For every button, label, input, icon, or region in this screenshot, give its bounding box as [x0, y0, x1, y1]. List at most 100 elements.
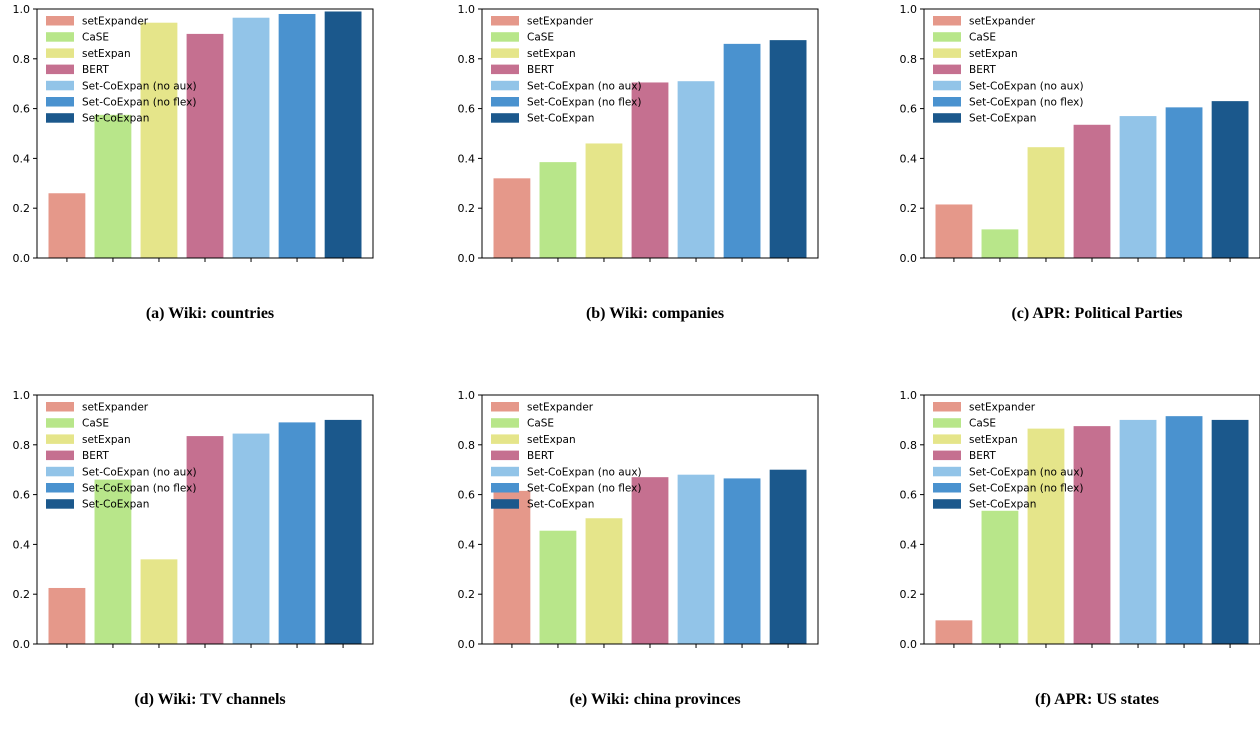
bar-chart: 0.0 0.2 0.4 0.6 0.8 1.0 setExpander CaSE setExpa…: [13, 389, 374, 651]
bar: [278, 422, 316, 644]
legend-swatch: [933, 483, 961, 493]
legend-swatch: [933, 434, 961, 444]
y-tick-label: 0.2: [458, 202, 476, 215]
y-tick-label: 1.0: [900, 3, 918, 16]
y-tick-label: 0.2: [900, 588, 918, 601]
bar: [48, 587, 86, 644]
legend-swatch: [46, 418, 74, 428]
legend-swatch: [933, 113, 961, 123]
legend-swatch: [46, 402, 74, 412]
legend-label: CaSE: [969, 418, 996, 430]
legend-swatch: [491, 32, 519, 42]
subfigure-caption: (c) APR: Political Parties: [1011, 305, 1183, 322]
bar: [1119, 419, 1157, 644]
y-tick-label: 0.2: [13, 202, 31, 215]
legend-swatch: [933, 48, 961, 58]
chart-panel: 0.0 0.2 0.4 0.6 0.8 1.0 setExpander CaSE setExpa…: [887, 386, 1260, 746]
legend-label: Set-CoExpan: [527, 113, 594, 125]
legend-label: Set-CoExpan: [969, 499, 1036, 511]
legend-label: CaSE: [969, 32, 996, 44]
legend-swatch: [46, 466, 74, 477]
y-tick-label: 0.2: [458, 588, 476, 601]
legend-label: CaSE: [527, 32, 554, 44]
y-tick-label: 0.6: [13, 103, 31, 116]
bar: [324, 11, 362, 258]
y-tick-label: 1.0: [458, 389, 476, 402]
y-tick-label: 0.0: [13, 638, 31, 651]
y-tick-label: 0.6: [458, 489, 476, 502]
chart-panel: 0.0 0.2 0.4 0.6 0.8 1.0 setExpander CaSE setExpa…: [0, 0, 420, 360]
bar: [232, 17, 270, 258]
legend-swatch: [491, 80, 519, 91]
legend-swatch: [491, 16, 519, 26]
bar: [585, 518, 623, 644]
y-tick-label: 0.8: [458, 439, 476, 452]
y-tick-label: 1.0: [900, 389, 918, 402]
bar: [186, 33, 224, 259]
bar: [232, 433, 270, 644]
bar: [1073, 124, 1111, 258]
legend-label: CaSE: [82, 418, 109, 430]
axes-frame: [481, 394, 819, 645]
bar: [935, 620, 973, 644]
bar: [769, 40, 807, 259]
legend-label: BERT: [82, 450, 109, 462]
y-tick-label: 0.4: [458, 152, 476, 165]
legend-label: CaSE: [82, 32, 109, 44]
bar: [48, 193, 86, 258]
bar-chart: 0.0 0.2 0.4 0.6 0.8 1.0 setExpander CaSE setExpa…: [458, 3, 819, 265]
bar: [935, 204, 973, 258]
bar-chart: 0.0 0.2 0.4 0.6 0.8 1.0 setExpander CaSE setExpa…: [900, 389, 1260, 651]
y-tick-label: 1.0: [13, 3, 31, 16]
bar: [723, 478, 761, 644]
legend-label: CaSE: [527, 418, 554, 430]
legend-swatch: [933, 499, 961, 509]
bar-chart: 0.0 0.2 0.4 0.6 0.8 1.0 setExpander CaSE setExpa…: [458, 389, 819, 651]
y-tick-label: 1.0: [13, 389, 31, 402]
bar: [1027, 147, 1065, 258]
bar: [140, 559, 178, 644]
y-tick-label: 0.6: [900, 103, 918, 116]
chart-panel: 0.0 0.2 0.4 0.6 0.8 1.0 setExpander CaSE setExpa…: [0, 386, 420, 746]
y-tick-label: 0.2: [13, 588, 31, 601]
bar: [981, 510, 1019, 644]
subfigure-caption: (b) Wiki: companies: [585, 305, 725, 322]
bar: [1165, 107, 1203, 258]
legend-swatch: [933, 16, 961, 26]
legend-swatch: [491, 113, 519, 123]
bar: [1211, 419, 1249, 644]
bar: [1119, 116, 1157, 258]
legend-label: setExpan: [82, 434, 131, 446]
legend-label: Set-CoExpan (no aux): [527, 80, 642, 92]
legend-swatch: [46, 64, 74, 75]
legend-label: Set-CoExpan (no aux): [969, 80, 1084, 92]
legend-swatch: [491, 97, 519, 107]
bar: [94, 114, 132, 258]
legend-label: Set-CoExpan: [969, 113, 1036, 125]
legend-label: Set-CoExpan (no flex): [527, 483, 641, 495]
legend-label: Set-CoExpan (no aux): [82, 466, 197, 478]
y-tick-label: 0.6: [458, 103, 476, 116]
legend-label: setExpander: [82, 16, 149, 28]
bar: [493, 178, 531, 258]
subfigure-caption: (d) Wiki: TV channels: [134, 691, 286, 708]
y-tick-label: 0.0: [458, 252, 476, 265]
legend-swatch: [46, 113, 74, 123]
legend-label: Set-CoExpan (no flex): [969, 97, 1083, 109]
figure: 0.0 0.2 0.4 0.6 0.8 1.0 setExpander CaSE setExpa…: [0, 0, 1260, 708]
subfigure-caption: (e) Wiki: china provinces: [569, 691, 741, 708]
axes-frame: [923, 8, 1260, 259]
axes-frame: [36, 394, 374, 645]
bar: [1073, 426, 1111, 645]
y-tick-label: 0.8: [13, 439, 31, 452]
chart-panel: 0.0 0.2 0.4 0.6 0.8 1.0 setExpander CaSE setExpa…: [445, 0, 865, 360]
legend-label: setExpander: [527, 16, 594, 28]
bar: [631, 477, 669, 644]
legend-label: setExpander: [527, 402, 594, 414]
bar: [1211, 101, 1249, 258]
legend-swatch: [933, 97, 961, 107]
bar-chart: 0.0 0.2 0.4 0.6 0.8 1.0 setExpander CaSE setExpa…: [13, 3, 374, 265]
legend-swatch: [933, 80, 961, 91]
legend-label: BERT: [969, 450, 996, 462]
legend-swatch: [46, 450, 74, 461]
